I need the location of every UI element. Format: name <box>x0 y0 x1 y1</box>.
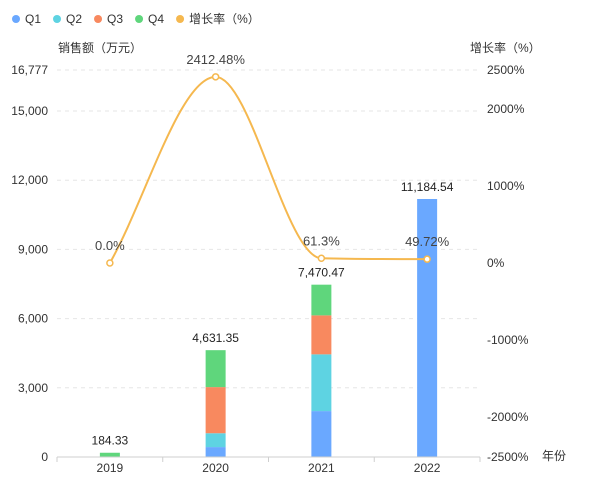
y-axis-right-title: 增长率（%） <box>470 40 541 55</box>
growth-rate-point[interactable] <box>423 255 431 263</box>
bar-q3-2020[interactable] <box>205 387 226 434</box>
growth-rate-line <box>106 73 431 267</box>
x-tick-label: 2022 <box>414 461 441 475</box>
y-right-tick-label: 0% <box>487 256 505 270</box>
legend-label: Q1 <box>25 12 41 26</box>
bar-q1-2021[interactable] <box>311 411 332 457</box>
bar-q4-2019[interactable] <box>99 452 120 457</box>
y-left-tick-label: 0 <box>41 450 48 464</box>
y-right-tick-label: 2000% <box>487 102 525 116</box>
y-left-tick-label: 9,000 <box>18 242 48 256</box>
growth-rate-label: 49.72% <box>405 234 450 249</box>
growth-rate-point[interactable] <box>317 254 326 263</box>
legend-label: 增长率（%） <box>189 11 260 26</box>
x-axis-title: 年份 <box>542 449 566 463</box>
bar-q1-2020[interactable] <box>205 447 226 457</box>
bar-q4-2020[interactable] <box>205 350 226 388</box>
y-left-tick-label: 12,000 <box>11 173 48 187</box>
legend-marker <box>135 15 144 23</box>
total-label: 184.33 <box>92 434 129 448</box>
y-left-tick-label: 16,777 <box>11 63 48 77</box>
gridlines <box>57 69 480 389</box>
legend-label: Q3 <box>107 12 123 26</box>
y-right-tick-label: -1000% <box>487 333 529 347</box>
legend-marker <box>94 15 103 23</box>
y-left-tick-label: 6,000 <box>18 312 48 326</box>
total-label: 7,470.47 <box>298 266 345 280</box>
legend-label: Q2 <box>66 12 82 26</box>
total-label: 11,184.54 <box>401 180 454 194</box>
legend-marker <box>176 15 185 23</box>
y-left-tick-label: 15,000 <box>11 104 48 118</box>
bar-q2-2021[interactable] <box>311 354 332 412</box>
growth-rate-point[interactable] <box>211 73 220 81</box>
growth-rate-point[interactable] <box>106 259 114 267</box>
growth-rate-label: 2412.48% <box>186 52 245 67</box>
growth-rate-path <box>109 75 428 264</box>
bar-q2-2020[interactable] <box>205 433 226 448</box>
growth-rate-label: 61.3% <box>303 233 340 248</box>
x-tick-label: 2021 <box>308 461 335 475</box>
x-tick-label: 2020 <box>202 461 229 475</box>
legend-marker <box>53 15 62 23</box>
bar-q3-2021[interactable] <box>311 315 332 355</box>
total-label: 4,631.35 <box>192 331 239 345</box>
x-tick-label: 2019 <box>97 461 124 475</box>
y-right-tick-label: -2000% <box>487 410 529 424</box>
growth-rate-label: 0.0% <box>95 238 125 253</box>
data-labels: 184.33 4,631.35 7,470.47 11,184.54 0.0% 2412.… <box>92 52 454 448</box>
y-right-tick-label: 1000% <box>487 179 525 193</box>
y-right-tick-label: -2500% <box>487 450 529 464</box>
legend-marker <box>12 15 20 23</box>
legend-label: Q4 <box>148 12 164 26</box>
axes: 0 3,000 6,000 9,000 12,000 15,000 16,777 -2500%… <box>11 63 528 475</box>
bar-q4-2021[interactable] <box>311 284 332 316</box>
y-axis-left-title: 销售额（万元） <box>58 40 142 55</box>
y-right-tick-label: 2500% <box>487 63 525 77</box>
bar-q1-2022[interactable] <box>417 199 438 457</box>
bar-series <box>99 199 438 457</box>
legend[interactable]: Q1 Q2 Q3 Q4 增长率（%） <box>12 11 260 26</box>
y-left-tick-label: 3,000 <box>18 381 48 395</box>
